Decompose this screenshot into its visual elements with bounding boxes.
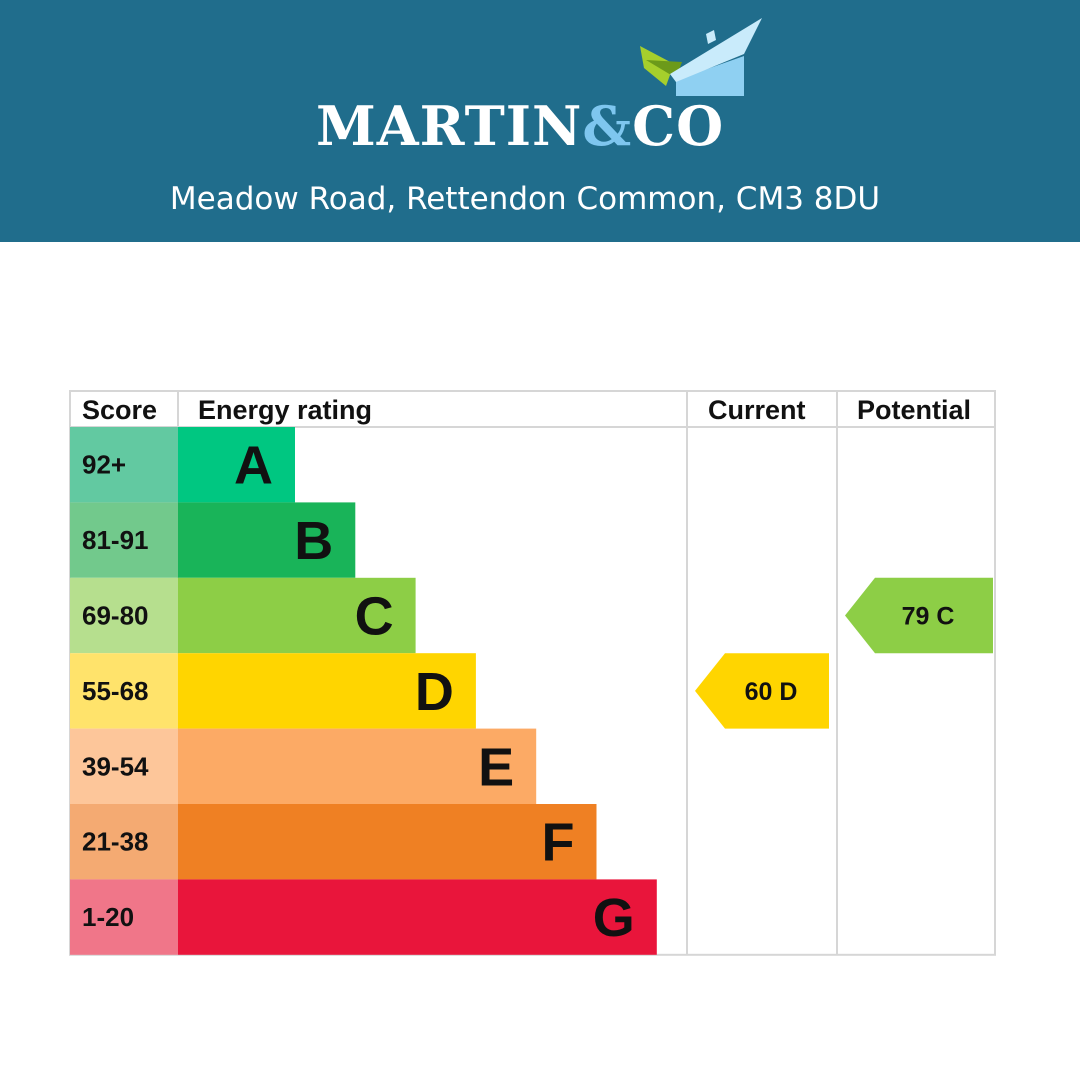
rating-bar-e [178, 728, 537, 804]
rating-letter-g: G [593, 888, 635, 948]
score-cell-g [70, 879, 178, 955]
score-cell-a [70, 427, 178, 503]
score-label-a: 92+ [82, 450, 126, 480]
current-rating-label: 60 D [745, 678, 798, 706]
rating-letter-c: C [355, 587, 394, 647]
brand-name-part1: MARTIN [316, 94, 583, 158]
column-header-energy-rating: Energy rating [198, 395, 372, 425]
rating-bar-f [178, 804, 597, 880]
rating-bar-g [178, 879, 657, 955]
brand-ampersand: & [582, 94, 633, 158]
rating-bar-a [178, 427, 295, 503]
score-label-c: 69-80 [82, 601, 149, 631]
rating-letter-a: A [234, 436, 273, 496]
current-rating-arrow [695, 653, 829, 729]
rating-letter-f: F [542, 813, 575, 873]
column-header-current: Current [708, 395, 806, 425]
score-cell-c [70, 577, 178, 654]
score-cell-d [70, 653, 178, 729]
score-label-g: 1-20 [82, 902, 134, 932]
score-cell-b [70, 502, 178, 578]
rating-bar-c [178, 577, 416, 654]
score-cell-e [70, 728, 178, 804]
header-banner: MARTIN&CO Meadow Road, Rettendon Common,… [0, 0, 1080, 242]
rating-letter-e: E [478, 737, 514, 797]
rating-bar-b [178, 502, 356, 578]
rating-letter-d: D [415, 662, 454, 722]
column-header-score: Score [82, 395, 157, 425]
potential-rating-label: 79 C [902, 603, 955, 631]
score-label-d: 55-68 [82, 676, 149, 706]
score-label-f: 21-38 [82, 827, 149, 857]
house-roof-logo-icon [640, 18, 762, 96]
column-header-potential: Potential [857, 395, 971, 425]
rating-bar-d [178, 653, 476, 729]
score-cell-f [70, 804, 178, 880]
score-label-e: 39-54 [82, 751, 149, 781]
rating-letter-b: B [294, 511, 333, 571]
brand-name-part2: CO [632, 94, 725, 158]
potential-rating-arrow [845, 577, 993, 654]
score-label-b: 81-91 [82, 525, 149, 555]
property-address: Meadow Road, Rettendon Common, CM3 8DU [169, 181, 881, 217]
